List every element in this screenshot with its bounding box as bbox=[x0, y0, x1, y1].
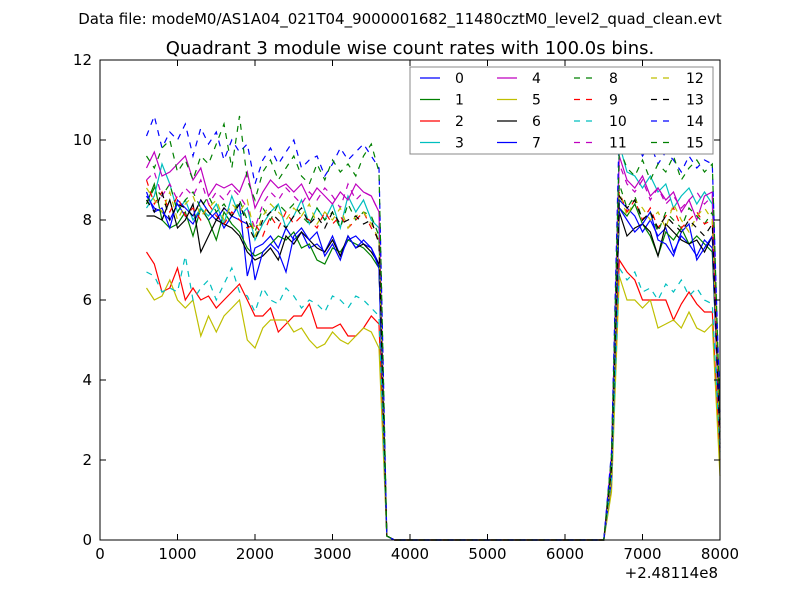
legend-label-7: 7 bbox=[532, 136, 541, 152]
legend-label-1: 1 bbox=[455, 93, 464, 109]
series-line-14 bbox=[145, 114, 721, 541]
legend-label-0: 0 bbox=[455, 71, 464, 87]
x-tick-label: 8000 bbox=[701, 545, 739, 563]
x-tick-label: 3000 bbox=[313, 545, 351, 563]
x-tick-label: 0 bbox=[95, 545, 105, 563]
series-line-10 bbox=[146, 255, 721, 541]
x-tick-label: 7000 bbox=[623, 545, 661, 563]
legend-label-10: 10 bbox=[609, 114, 627, 130]
legend-box bbox=[409, 66, 714, 155]
x-tick-label: 1000 bbox=[158, 545, 196, 563]
series-line-13 bbox=[145, 190, 721, 541]
x-offset-label: +2.48114e8 bbox=[625, 564, 718, 582]
y-tick-label: 0 bbox=[82, 531, 92, 549]
series-line-2 bbox=[145, 251, 721, 541]
x-tick-label: 4000 bbox=[391, 545, 429, 563]
series-line-12 bbox=[145, 187, 721, 541]
legend-label-9: 9 bbox=[609, 93, 618, 109]
legend-label-12: 12 bbox=[686, 71, 704, 87]
legend-label-14: 14 bbox=[686, 114, 704, 130]
series-line-1 bbox=[145, 181, 721, 541]
series-line-8 bbox=[145, 182, 721, 541]
legend-label-13: 13 bbox=[686, 93, 704, 109]
series-line-7 bbox=[145, 191, 721, 541]
legend-label-4: 4 bbox=[532, 71, 541, 87]
y-tick-label: 6 bbox=[82, 291, 92, 309]
legend-label-5: 5 bbox=[532, 93, 541, 109]
series-line-9 bbox=[145, 179, 721, 541]
legend-label-11: 11 bbox=[609, 136, 627, 152]
x-tick-label: 5000 bbox=[468, 545, 506, 563]
y-tick-label: 2 bbox=[82, 451, 92, 469]
legend-label-2: 2 bbox=[455, 114, 464, 130]
x-tick-label: 6000 bbox=[546, 545, 584, 563]
series-line-4 bbox=[145, 150, 721, 541]
legend-label-3: 3 bbox=[455, 136, 464, 152]
series-line-3 bbox=[145, 143, 721, 541]
y-tick-label: 10 bbox=[73, 131, 92, 149]
y-tick-label: 4 bbox=[82, 371, 92, 389]
series-line-5 bbox=[145, 275, 721, 541]
legend-label-8: 8 bbox=[609, 71, 618, 87]
axis-ticks: 0 1000 2000 3000 4000 5000 6000 7000 80000246810… bbox=[73, 51, 739, 563]
legend-label-6: 6 bbox=[532, 114, 541, 130]
series-line-6 bbox=[146, 198, 721, 541]
series-line-11 bbox=[146, 163, 721, 541]
legend-label-15: 15 bbox=[686, 136, 704, 152]
series-line-0 bbox=[145, 195, 721, 541]
x-tick-label: 2000 bbox=[236, 545, 274, 563]
suptitle: Data file: modeM0/AS1A04_021T04_90000016… bbox=[78, 10, 722, 29]
series-line-15 bbox=[145, 115, 721, 541]
y-tick-label: 8 bbox=[82, 211, 92, 229]
chart-title: Quadrant 3 module wise count rates with … bbox=[166, 38, 655, 59]
series-layer bbox=[145, 114, 721, 541]
y-tick-label: 12 bbox=[73, 51, 92, 69]
